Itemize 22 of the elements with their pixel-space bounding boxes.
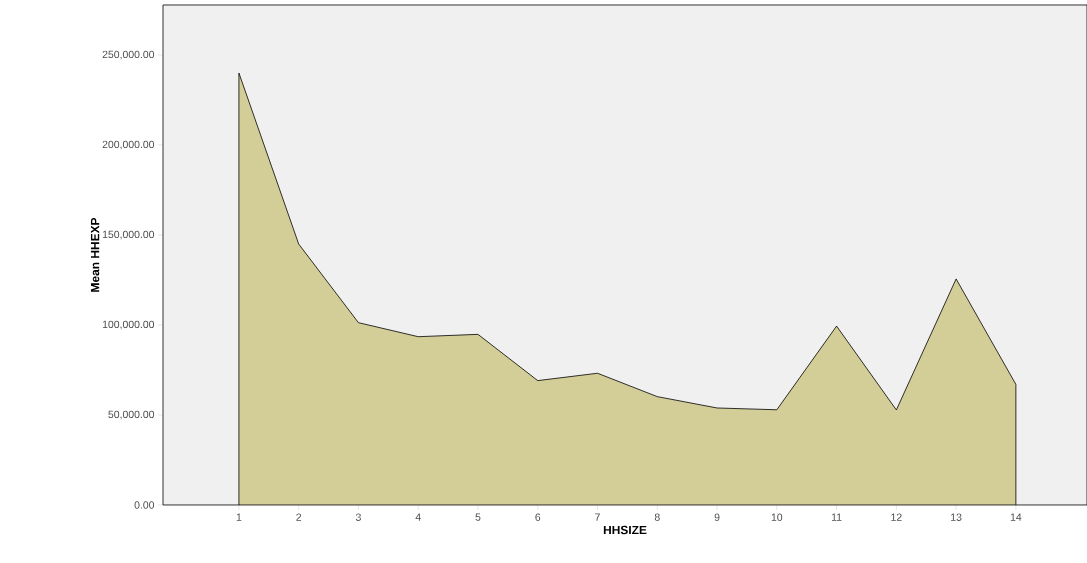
x-tick-label: 5	[475, 513, 481, 521]
y-tick-label: 150,000.00	[102, 230, 155, 240]
y-tick-label: 200,000.00	[102, 140, 155, 150]
x-tick-label: 13	[951, 513, 962, 521]
y-tick-label: 250,000.00	[102, 50, 155, 60]
x-tick-label: 6	[535, 513, 541, 521]
x-tick-label: 8	[654, 513, 660, 521]
x-tick-label: 4	[415, 513, 421, 521]
x-axis-title: HHSIZE	[603, 525, 647, 535]
x-tick-label: 14	[1010, 513, 1022, 521]
y-tick-label: 100,000.00	[102, 320, 155, 330]
x-tick-label: 9	[714, 513, 720, 521]
x-tick-label: 2	[296, 513, 302, 521]
x-tick-label: 10	[771, 513, 783, 521]
x-tick-label: 3	[355, 513, 361, 521]
x-tick-label: 12	[891, 513, 902, 521]
y-axis-title: Mean HHEXP	[90, 217, 100, 292]
y-tick-label: 50,000.00	[108, 410, 155, 420]
x-tick-label: 1	[236, 513, 242, 521]
x-tick-label: 11	[831, 513, 842, 521]
y-tick-label: 0.00	[134, 501, 155, 509]
x-tick-label: 7	[595, 513, 600, 521]
